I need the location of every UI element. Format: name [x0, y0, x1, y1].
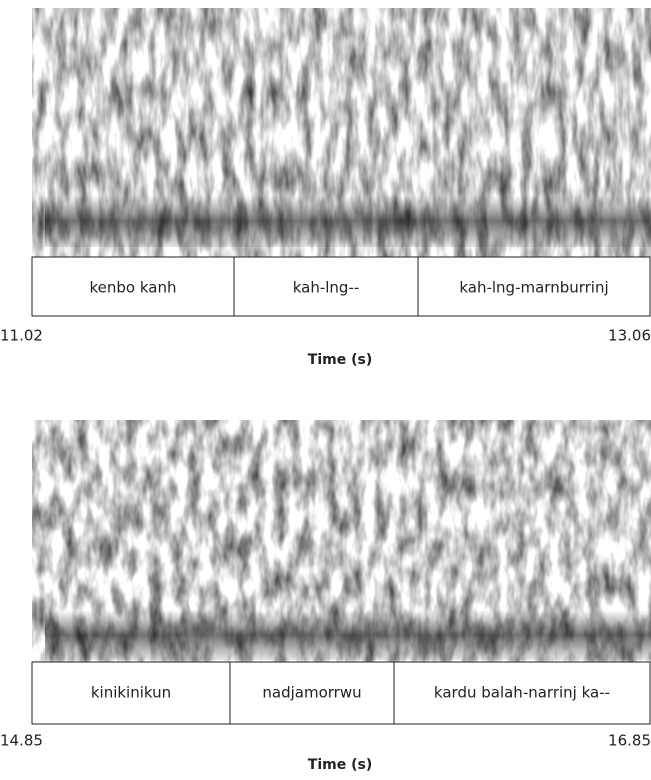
interval-label: kenbo kanh — [90, 279, 177, 297]
panel: kenbo kanh kah-lng-- kah-lng-marnburrinj… — [0, 8, 651, 368]
tier — [31, 256, 651, 317]
spectrogram-low-band — [45, 610, 651, 660]
interval-label: kah-lng-marnburrinj — [459, 279, 608, 297]
spectrogram-low-band — [45, 195, 651, 247]
end-time: 13.06 — [608, 327, 651, 345]
interval-label: kah-lng-- — [293, 279, 360, 297]
interval-label: nadjamorrwu — [262, 684, 361, 702]
axis-label: Time (s) — [308, 757, 372, 773]
start-time: 14.85 — [0, 732, 43, 750]
axis-label: Time (s) — [308, 352, 372, 368]
start-time: 11.02 — [0, 327, 43, 345]
panel: kinikinikun nadjamorrwu kardu balah-narr… — [0, 420, 651, 773]
interval-label: kardu balah-narrinj ka-- — [434, 684, 610, 702]
tier — [31, 661, 651, 725]
interval-label: kinikinikun — [91, 684, 171, 702]
end-time: 16.85 — [608, 732, 651, 750]
